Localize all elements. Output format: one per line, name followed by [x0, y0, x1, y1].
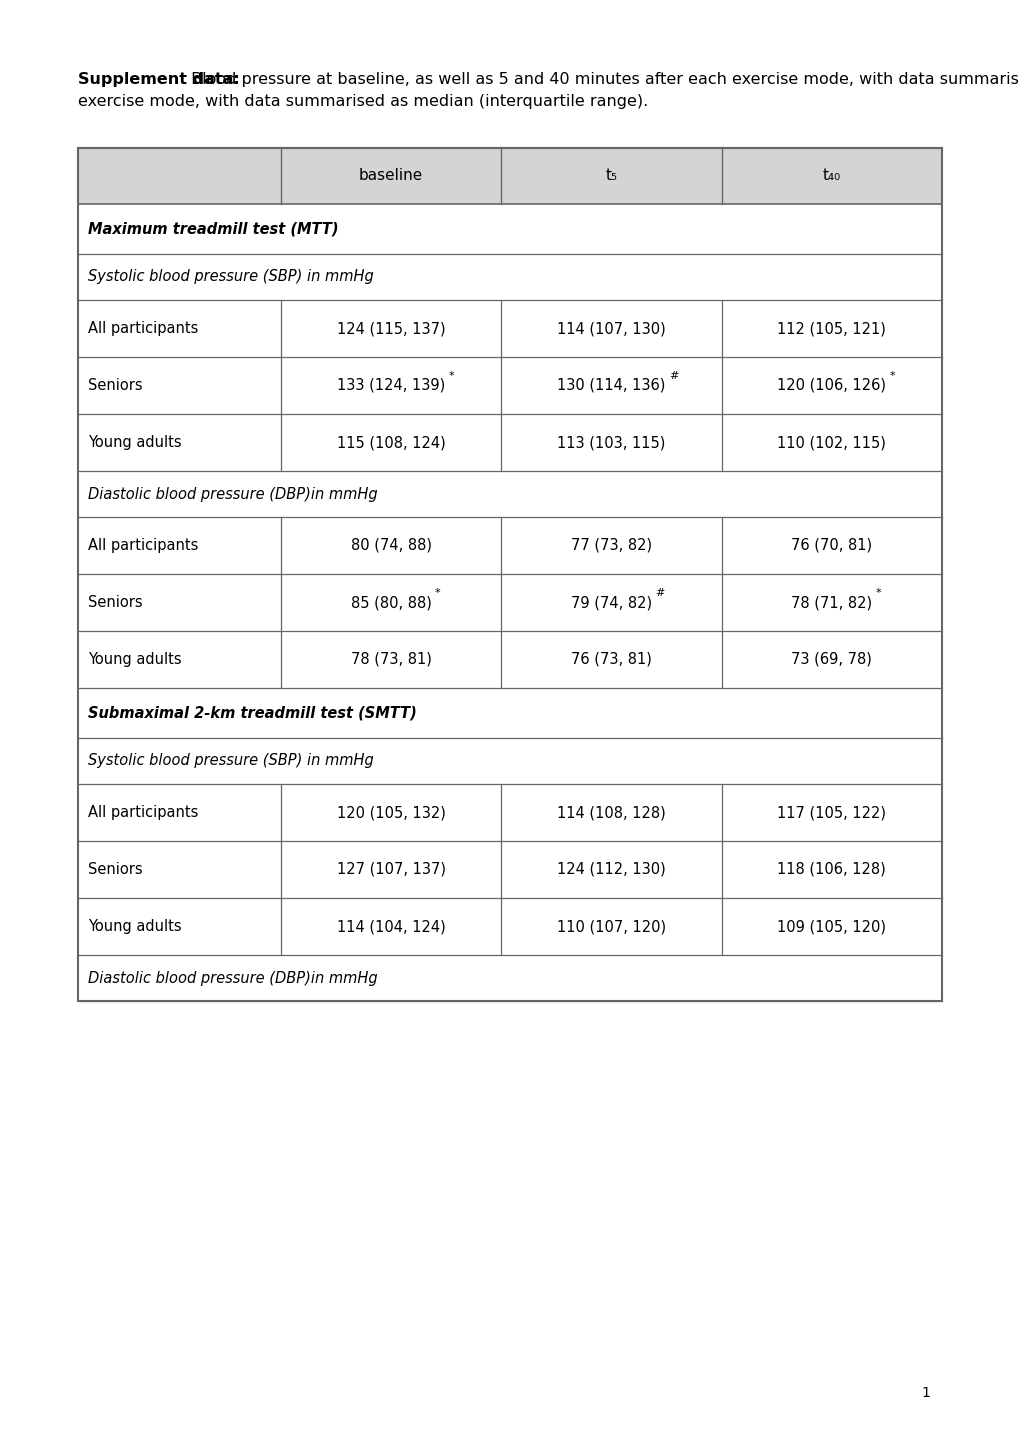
Text: Submaximal 2-km treadmill test (SMTT): Submaximal 2-km treadmill test (SMTT) — [88, 706, 417, 720]
Text: 109 (105, 120): 109 (105, 120) — [776, 919, 886, 934]
Text: 73 (69, 78): 73 (69, 78) — [791, 652, 871, 667]
Text: All participants: All participants — [88, 805, 198, 820]
Bar — [77, 784, 942, 841]
Text: Blood pressure at baseline, as well as 5 and 40 minutes after each exercise mode: Blood pressure at baseline, as well as 5… — [185, 72, 1019, 87]
Text: All participants: All participants — [88, 538, 198, 553]
Text: 113 (103, 115): 113 (103, 115) — [556, 434, 665, 450]
Text: 120 (105, 132): 120 (105, 132) — [336, 805, 445, 820]
Text: 1: 1 — [920, 1385, 929, 1400]
Text: #: # — [654, 587, 663, 597]
Text: 85 (80, 88): 85 (80, 88) — [351, 595, 431, 610]
Text: *: * — [434, 587, 440, 597]
Text: Seniors: Seniors — [88, 378, 143, 392]
Bar — [77, 149, 942, 1001]
Text: Supplement data:: Supplement data: — [77, 72, 239, 87]
Text: 133 (124, 139): 133 (124, 139) — [336, 378, 445, 392]
Text: 110 (102, 115): 110 (102, 115) — [776, 434, 886, 450]
Bar — [77, 955, 942, 1001]
Text: 117 (105, 122): 117 (105, 122) — [776, 805, 886, 820]
Text: *: * — [448, 371, 453, 381]
Text: 76 (73, 81): 76 (73, 81) — [571, 652, 651, 667]
Bar — [77, 517, 942, 574]
Text: 114 (104, 124): 114 (104, 124) — [336, 919, 445, 934]
Text: Diastolic blood pressure (DBP)in mmHg: Diastolic blood pressure (DBP)in mmHg — [88, 486, 377, 502]
Text: 80 (74, 88): 80 (74, 88) — [351, 538, 431, 553]
Bar — [77, 470, 942, 517]
Text: 77 (73, 82): 77 (73, 82) — [571, 538, 651, 553]
Text: 79 (74, 82): 79 (74, 82) — [571, 595, 651, 610]
Text: 115 (108, 124): 115 (108, 124) — [336, 434, 445, 450]
Bar — [77, 737, 942, 784]
Bar — [77, 254, 942, 300]
Bar — [77, 149, 942, 203]
Text: 127 (107, 137): 127 (107, 137) — [336, 861, 445, 877]
Text: Seniors: Seniors — [88, 595, 143, 610]
Text: Diastolic blood pressure (DBP)in mmHg: Diastolic blood pressure (DBP)in mmHg — [88, 971, 377, 986]
Bar — [77, 688, 942, 737]
Text: All participants: All participants — [88, 320, 198, 336]
Text: baseline: baseline — [359, 169, 423, 183]
Bar — [77, 631, 942, 688]
Text: Young adults: Young adults — [88, 919, 181, 934]
Bar — [77, 356, 942, 414]
Text: 112 (105, 121): 112 (105, 121) — [776, 320, 886, 336]
Text: Systolic blood pressure (SBP) in mmHg: Systolic blood pressure (SBP) in mmHg — [88, 753, 373, 769]
Text: *: * — [874, 587, 880, 597]
Text: 110 (107, 120): 110 (107, 120) — [556, 919, 665, 934]
Text: Young adults: Young adults — [88, 434, 181, 450]
Text: 114 (107, 130): 114 (107, 130) — [556, 320, 665, 336]
Text: Seniors: Seniors — [88, 861, 143, 877]
Text: 114 (108, 128): 114 (108, 128) — [556, 805, 665, 820]
Text: t₄₀: t₄₀ — [822, 169, 840, 183]
Text: t₅: t₅ — [605, 169, 616, 183]
Text: Young adults: Young adults — [88, 652, 181, 667]
Text: #: # — [668, 371, 678, 381]
Bar — [77, 574, 942, 631]
Text: 76 (70, 81): 76 (70, 81) — [791, 538, 871, 553]
Bar — [77, 898, 942, 955]
Text: exercise mode, with data summarised as median (interquartile range).: exercise mode, with data summarised as m… — [77, 94, 648, 110]
Text: Maximum treadmill test (MTT): Maximum treadmill test (MTT) — [88, 221, 338, 237]
Text: *: * — [889, 371, 894, 381]
Text: 124 (112, 130): 124 (112, 130) — [556, 861, 665, 877]
Text: 78 (71, 82): 78 (71, 82) — [791, 595, 871, 610]
Bar — [77, 414, 942, 470]
Text: 124 (115, 137): 124 (115, 137) — [336, 320, 445, 336]
Text: 78 (73, 81): 78 (73, 81) — [351, 652, 431, 667]
Text: 130 (114, 136): 130 (114, 136) — [556, 378, 665, 392]
Text: 118 (106, 128): 118 (106, 128) — [776, 861, 886, 877]
Text: 120 (106, 126): 120 (106, 126) — [776, 378, 886, 392]
Bar — [77, 841, 942, 898]
Bar — [77, 300, 942, 356]
Text: Systolic blood pressure (SBP) in mmHg: Systolic blood pressure (SBP) in mmHg — [88, 270, 373, 284]
Bar — [77, 203, 942, 254]
